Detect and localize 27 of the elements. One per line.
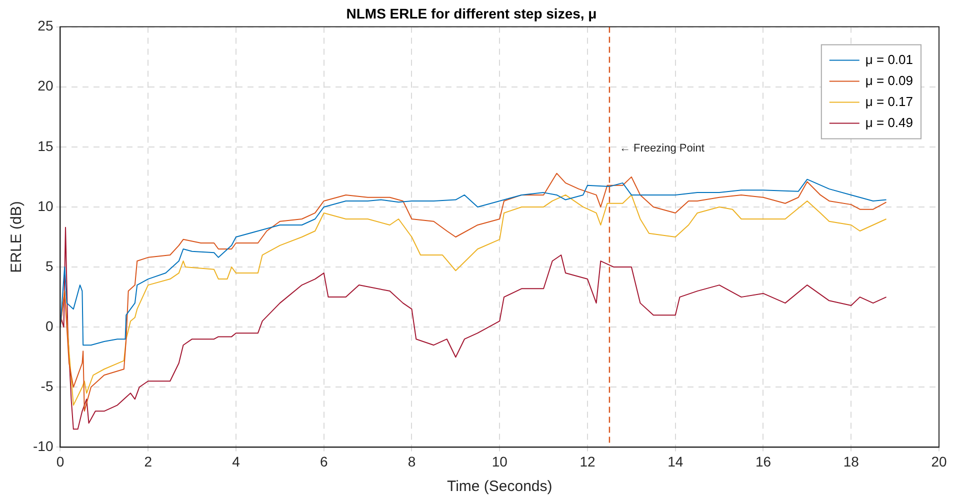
- y-tick-label: 20: [38, 78, 54, 94]
- x-tick-label: 16: [755, 453, 772, 470]
- x-tick-label: 8: [408, 453, 416, 470]
- y-tick-label: 5: [45, 258, 54, 274]
- legend-label: μ = 0.17: [865, 94, 913, 109]
- y-tick-label: 15: [38, 138, 54, 154]
- chart-title: NLMS ERLE for different step sizes, μ: [346, 5, 597, 22]
- y-axis-title: ERLE (dB): [8, 201, 26, 273]
- y-tick-label: -10: [33, 438, 54, 454]
- annotation: ← Freezing Point: [619, 142, 704, 155]
- x-axis-title: Time (Seconds): [446, 478, 552, 496]
- x-tick-label: 12: [580, 453, 596, 470]
- x-tick-label: 0: [56, 453, 64, 470]
- y-tick-label: 0: [45, 318, 54, 334]
- x-tick-label: 18: [843, 453, 860, 470]
- y-tick-label: -5: [40, 378, 54, 394]
- legend-label: μ = 0.09: [865, 72, 913, 88]
- x-tick-label: 14: [668, 453, 684, 470]
- legend-label: μ = 0.49: [865, 114, 913, 130]
- x-tick-label: 10: [492, 453, 508, 470]
- y-tick-label: 25: [38, 18, 54, 34]
- x-tick-label: 4: [232, 453, 240, 470]
- x-tick-label: 20: [931, 453, 947, 470]
- x-tick-label: 6: [320, 453, 328, 470]
- y-tick-label: 10: [38, 198, 54, 214]
- x-tick-label: 2: [144, 453, 152, 470]
- legend-label: μ = 0.01: [865, 52, 913, 67]
